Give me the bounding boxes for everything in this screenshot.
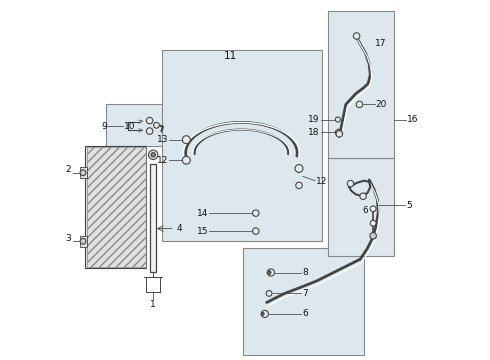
Bar [80,167,87,178]
Bar [328,158,394,256]
Text: 5: 5 [406,201,412,210]
Text: 9: 9 [101,122,107,131]
Bar [106,104,173,146]
Circle shape [335,117,341,122]
Text: 11: 11 [224,51,237,61]
Bar [162,50,322,241]
Circle shape [252,228,259,234]
Text: 6: 6 [302,310,308,319]
Circle shape [261,310,269,318]
Circle shape [295,165,303,172]
Circle shape [337,131,340,134]
Text: 12: 12 [157,156,169,165]
Bar [150,164,156,272]
Text: 4: 4 [176,224,182,233]
Text: 7: 7 [302,289,308,298]
Circle shape [370,233,376,239]
Circle shape [147,117,153,124]
Text: 12: 12 [316,177,327,186]
Bar [243,248,364,355]
Circle shape [252,210,259,216]
Text: 17: 17 [374,40,386,49]
Text: 6: 6 [363,206,368,215]
Circle shape [296,182,302,189]
Circle shape [80,238,86,244]
Circle shape [356,101,363,108]
Circle shape [360,193,367,199]
Text: 1: 1 [150,300,156,309]
Text: 14: 14 [197,209,208,217]
Bar [85,146,146,268]
Bar [80,236,87,247]
Circle shape [182,136,190,144]
Circle shape [182,156,190,164]
Circle shape [335,129,342,136]
Circle shape [370,206,376,212]
Text: 18: 18 [308,128,320,137]
Text: 2: 2 [66,165,72,174]
Circle shape [80,170,86,176]
Circle shape [151,153,155,157]
Circle shape [261,312,264,315]
Circle shape [353,33,360,39]
Circle shape [148,150,158,159]
Circle shape [347,180,354,187]
Bar [87,147,146,267]
Text: 19: 19 [308,115,320,124]
Text: 8: 8 [302,268,308,277]
Text: 10: 10 [124,122,136,131]
Text: 20: 20 [375,100,387,109]
Circle shape [266,291,272,296]
Circle shape [153,122,159,128]
Circle shape [336,131,343,137]
Text: 3: 3 [66,234,72,243]
Text: 15: 15 [197,227,208,236]
Text: 16: 16 [407,115,418,124]
Circle shape [370,220,376,226]
Bar [328,11,394,158]
Text: 13: 13 [157,135,169,144]
Circle shape [268,271,271,274]
Circle shape [147,128,153,134]
Circle shape [268,269,274,276]
